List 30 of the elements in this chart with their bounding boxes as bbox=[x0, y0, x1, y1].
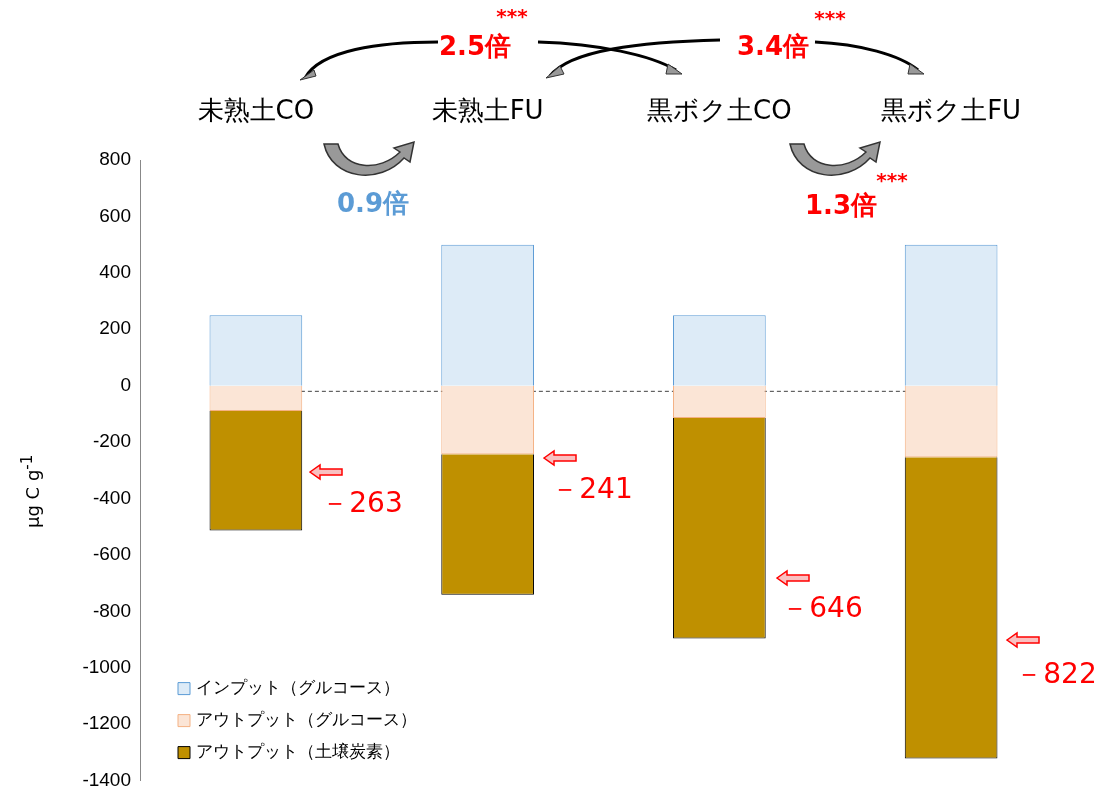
y-tick-label: -1000 bbox=[82, 656, 131, 677]
x-tick-label: 黒ボク土FU bbox=[881, 95, 1022, 126]
annotation: 1.3倍 bbox=[804, 189, 878, 220]
annotation: －646 bbox=[781, 591, 863, 625]
y-tick-label: -400 bbox=[92, 486, 131, 508]
annotation: －241 bbox=[551, 472, 633, 506]
y-tick-label: 600 bbox=[99, 204, 131, 226]
x-tick-label: 未熟土CO bbox=[197, 95, 315, 126]
text: *** bbox=[814, 6, 847, 31]
text: －822 bbox=[1015, 657, 1097, 691]
y-tick-label: -1200 bbox=[82, 712, 131, 734]
x-tick-label: 未熟土FU bbox=[431, 95, 544, 126]
annotation: 0.9倍 bbox=[336, 187, 410, 218]
annotation: －263 bbox=[321, 486, 403, 520]
y-tick-label: 800 bbox=[99, 148, 131, 170]
y-tick-label: 200 bbox=[99, 317, 131, 339]
annotation: *** bbox=[876, 168, 909, 193]
legend-label: アウトプット（グルコース） bbox=[196, 709, 417, 730]
y-tick-label: -600 bbox=[92, 543, 131, 565]
y-tick-label: -200 bbox=[92, 430, 131, 452]
y-tick-label: 0 bbox=[120, 373, 131, 395]
y-tick-label: -800 bbox=[92, 599, 131, 621]
text: 3.4倍 bbox=[736, 30, 810, 61]
x-tick-label: 黒ボク土CO bbox=[647, 95, 792, 126]
legend-label: アウトプット（土壌炭素） bbox=[196, 741, 400, 762]
legend-label: インプット（グルコース） bbox=[196, 677, 400, 698]
text: 2.5倍 bbox=[438, 30, 512, 61]
y-tick-label: 400 bbox=[99, 261, 131, 283]
text: *** bbox=[496, 4, 529, 29]
y-tick-label: -1400 bbox=[82, 768, 131, 790]
